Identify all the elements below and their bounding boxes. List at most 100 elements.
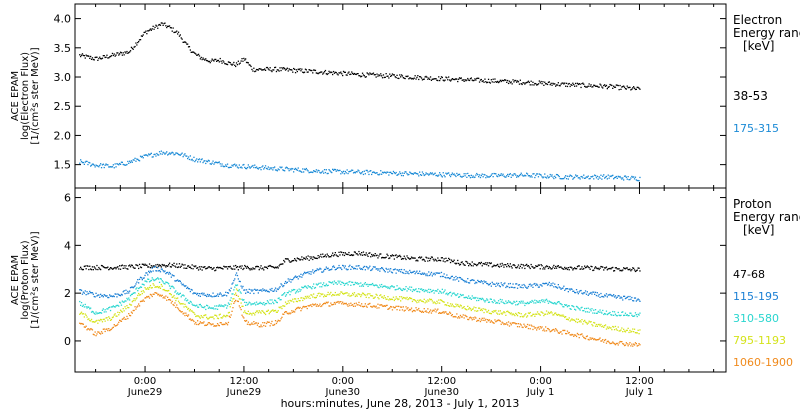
data-point bbox=[319, 255, 321, 257]
data-point bbox=[255, 311, 257, 314]
data-point bbox=[636, 269, 638, 271]
data-point bbox=[452, 316, 454, 318]
data-point bbox=[244, 289, 246, 291]
data-point bbox=[414, 310, 416, 312]
data-point bbox=[560, 83, 562, 85]
data-point bbox=[148, 286, 151, 289]
data-point bbox=[102, 55, 104, 57]
data-point bbox=[161, 280, 163, 282]
data-point bbox=[367, 285, 369, 287]
data-point bbox=[569, 308, 571, 310]
data-point bbox=[267, 321, 269, 323]
data-point bbox=[282, 294, 284, 296]
data-point bbox=[372, 297, 375, 299]
y-axis-label: log(Proton Flux) bbox=[20, 240, 31, 319]
data-point bbox=[158, 151, 161, 153]
data-point bbox=[610, 175, 612, 178]
data-point bbox=[311, 69, 313, 72]
data-point bbox=[92, 293, 94, 295]
data-point bbox=[345, 172, 347, 174]
data-point bbox=[537, 286, 540, 288]
data-point bbox=[249, 167, 251, 169]
data-point bbox=[436, 79, 438, 81]
data-point bbox=[438, 272, 440, 274]
data-point bbox=[607, 340, 609, 342]
data-point bbox=[388, 174, 390, 176]
data-point bbox=[155, 270, 157, 272]
data-point bbox=[553, 177, 555, 180]
data-point bbox=[432, 309, 434, 311]
data-point bbox=[458, 306, 461, 308]
data-point bbox=[83, 316, 85, 318]
data-point bbox=[557, 174, 559, 177]
data-point bbox=[483, 173, 485, 176]
data-point bbox=[377, 173, 379, 176]
data-point bbox=[555, 329, 558, 331]
data-point bbox=[256, 265, 259, 268]
data-point bbox=[413, 270, 415, 272]
data-point bbox=[190, 301, 192, 303]
data-point bbox=[238, 280, 240, 282]
data-point bbox=[393, 172, 395, 174]
data-point bbox=[468, 175, 470, 177]
data-point bbox=[126, 305, 128, 307]
data-point bbox=[276, 288, 278, 290]
data-point bbox=[174, 265, 176, 267]
data-point bbox=[238, 305, 240, 307]
data-point bbox=[105, 311, 107, 313]
data-point bbox=[209, 295, 211, 297]
data-point bbox=[280, 283, 282, 285]
data-point bbox=[128, 292, 130, 294]
data-point bbox=[217, 317, 220, 320]
data-point bbox=[523, 315, 525, 317]
data-point bbox=[168, 283, 170, 285]
data-point bbox=[508, 173, 511, 176]
data-point bbox=[612, 174, 614, 176]
data-point bbox=[584, 311, 587, 313]
data-point bbox=[147, 155, 149, 157]
data-point bbox=[461, 79, 463, 81]
data-point bbox=[122, 308, 124, 310]
data-point bbox=[138, 294, 141, 296]
data-point bbox=[431, 256, 433, 258]
data-point bbox=[509, 322, 511, 324]
data-point bbox=[565, 304, 568, 306]
data-point bbox=[361, 268, 363, 270]
data-point bbox=[508, 80, 511, 82]
data-point bbox=[227, 302, 230, 304]
data-point bbox=[554, 283, 556, 285]
data-point bbox=[434, 258, 436, 260]
data-point bbox=[299, 276, 301, 278]
data-point bbox=[586, 291, 588, 293]
data-point bbox=[565, 318, 568, 320]
data-point bbox=[423, 272, 425, 274]
data-point bbox=[155, 286, 157, 288]
data-point bbox=[202, 161, 204, 164]
data-point bbox=[423, 308, 425, 310]
data-point bbox=[481, 173, 483, 175]
data-point bbox=[176, 30, 178, 32]
data-point bbox=[420, 311, 423, 313]
data-point bbox=[197, 159, 200, 161]
data-point bbox=[483, 311, 485, 314]
data-point bbox=[112, 268, 114, 270]
data-point bbox=[505, 264, 507, 266]
data-point bbox=[400, 271, 402, 273]
data-point bbox=[475, 79, 477, 81]
data-point bbox=[579, 178, 581, 180]
data-point bbox=[604, 177, 606, 179]
data-point bbox=[439, 312, 441, 314]
data-point bbox=[283, 313, 285, 315]
data-point bbox=[211, 58, 213, 60]
data-point bbox=[424, 174, 426, 176]
data-point bbox=[202, 57, 204, 59]
data-point bbox=[299, 259, 301, 261]
data-point bbox=[375, 305, 377, 307]
data-point bbox=[206, 324, 208, 326]
data-point bbox=[577, 293, 579, 295]
data-point bbox=[521, 315, 523, 318]
data-point bbox=[346, 282, 348, 284]
data-point bbox=[226, 63, 228, 65]
data-point bbox=[449, 303, 452, 305]
data-point bbox=[443, 301, 445, 303]
